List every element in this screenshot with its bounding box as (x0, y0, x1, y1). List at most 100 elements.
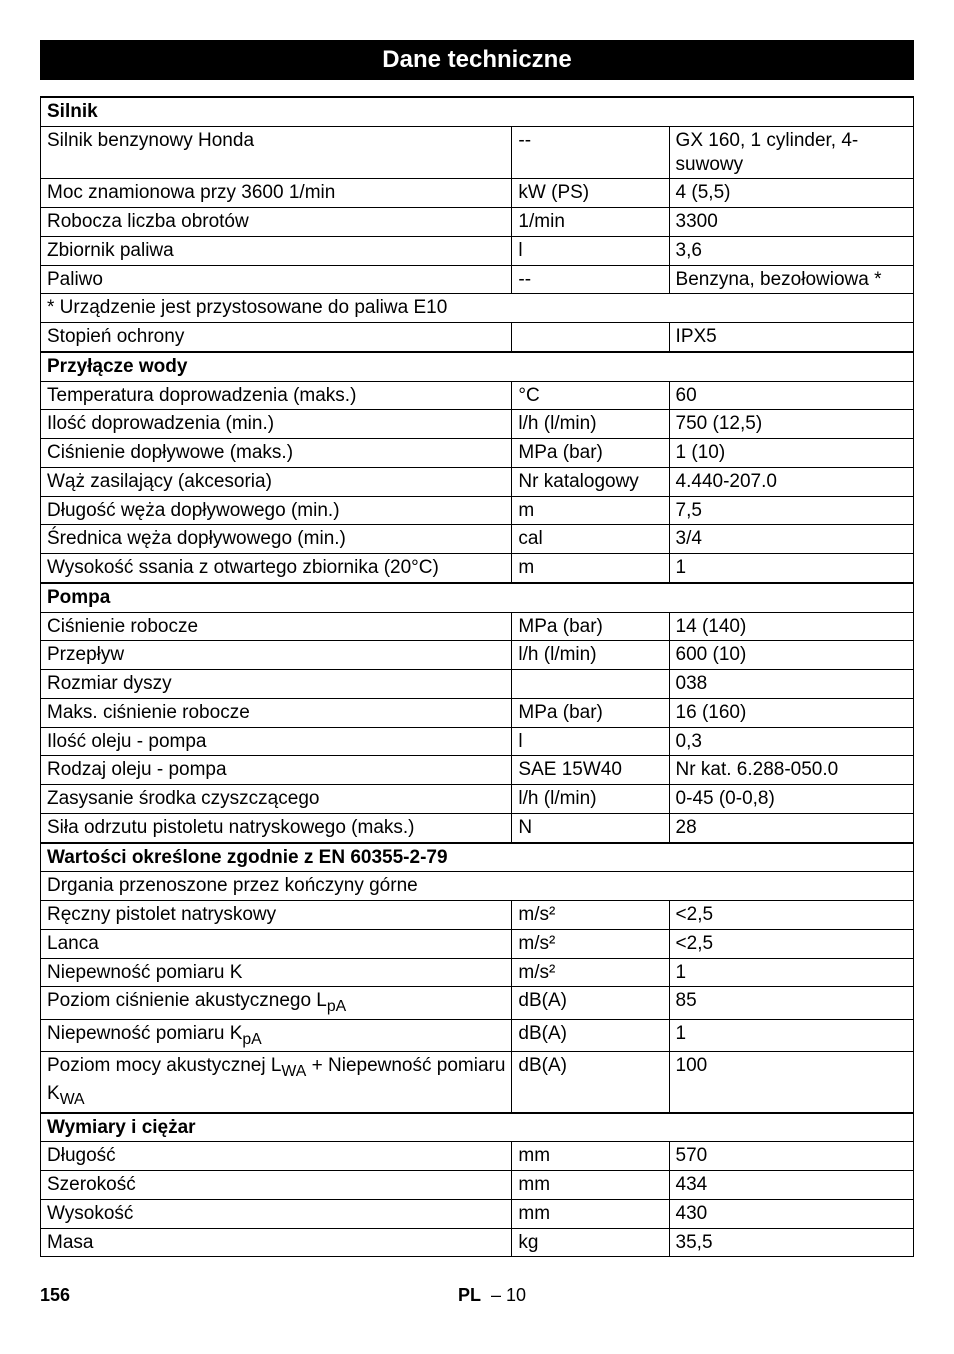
value-cell: 3300 (669, 208, 913, 237)
param-cell: Ciśnienie dopływowe (maks.) (41, 439, 512, 468)
param-cell: Maks. ciśnienie robocze (41, 698, 512, 727)
unit-cell: m/s² (512, 901, 669, 930)
value-cell: 0-45 (0-0,8) (669, 785, 913, 814)
param-cell: Ilość oleju - pompa (41, 727, 512, 756)
unit-cell: cal (512, 525, 669, 554)
value-cell: 600 (10) (669, 641, 913, 670)
param-cell: Robocza liczba obrotów (41, 208, 512, 237)
value-cell: <2,5 (669, 929, 913, 958)
param-cell: Ciśnienie robocze (41, 612, 512, 641)
value-cell: 16 (160) (669, 698, 913, 727)
unit-cell (512, 323, 669, 352)
section-header: Wymiary i ciężar (41, 1113, 914, 1142)
param-cell: Długość (41, 1142, 512, 1171)
value-cell: 1 (669, 1019, 913, 1052)
value-cell: GX 160, 1 cylinder, 4-suwowy (669, 126, 913, 179)
section-header: Silnik (41, 97, 914, 126)
value-cell: 1 (10) (669, 439, 913, 468)
value-cell: IPX5 (669, 323, 913, 352)
value-cell: 1 (669, 554, 913, 583)
param-cell: Silnik benzynowy Honda (41, 126, 512, 179)
param-cell: Poziom ciśnienie akustycznego LpA (41, 987, 512, 1020)
param-cell: Średnica węża dopływowego (min.) (41, 525, 512, 554)
unit-cell: m/s² (512, 929, 669, 958)
param-cell: Lanca (41, 929, 512, 958)
page-footer: 156 PL – 10 (40, 1285, 914, 1306)
unit-cell: kg (512, 1228, 669, 1257)
param-cell: Szerokość (41, 1171, 512, 1200)
unit-cell: mm (512, 1199, 669, 1228)
unit-cell: N (512, 813, 669, 842)
param-cell: Ręczny pistolet natryskowy (41, 901, 512, 930)
param-cell: Temperatura doprowadzenia (maks.) (41, 381, 512, 410)
unit-cell: MPa (bar) (512, 439, 669, 468)
value-cell: 038 (669, 670, 913, 699)
unit-cell: MPa (bar) (512, 612, 669, 641)
param-cell: Niepewność pomiaru K (41, 958, 512, 987)
section-header: Przyłącze wody (41, 352, 914, 381)
unit-cell: l/h (l/min) (512, 410, 669, 439)
value-cell: 1 (669, 958, 913, 987)
value-cell: 60 (669, 381, 913, 410)
value-cell: 0,3 (669, 727, 913, 756)
unit-cell: l/h (l/min) (512, 785, 669, 814)
spec-table: SilnikSilnik benzynowy Honda--GX 160, 1 … (40, 96, 914, 1257)
unit-cell: -- (512, 265, 669, 294)
section-header: Wartości określone zgodnie z EN 60355-2-… (41, 843, 914, 872)
unit-cell: l (512, 236, 669, 265)
param-cell: Stopień ochrony (41, 323, 512, 352)
unit-cell: °C (512, 381, 669, 410)
param-cell: Przepływ (41, 641, 512, 670)
param-cell: Rodzaj oleju - pompa (41, 756, 512, 785)
unit-cell: dB(A) (512, 1052, 669, 1113)
unit-cell: 1/min (512, 208, 669, 237)
value-cell: 100 (669, 1052, 913, 1113)
value-cell: 3/4 (669, 525, 913, 554)
unit-cell: dB(A) (512, 1019, 669, 1052)
param-cell: Paliwo (41, 265, 512, 294)
param-cell: Poziom mocy akustycznej LWA + Niepewność… (41, 1052, 512, 1113)
unit-cell: mm (512, 1142, 669, 1171)
unit-cell: mm (512, 1171, 669, 1200)
value-cell: 570 (669, 1142, 913, 1171)
param-cell: Ilość doprowadzenia (min.) (41, 410, 512, 439)
unit-cell: l (512, 727, 669, 756)
table-row-full: Drgania przenoszone przez kończyny górne (41, 872, 914, 901)
param-cell: Wysokość ssania z otwartego zbiornika (2… (41, 554, 512, 583)
page-number: 156 (40, 1285, 70, 1306)
unit-cell: m/s² (512, 958, 669, 987)
param-cell: Wąż zasilający (akcesoria) (41, 467, 512, 496)
value-cell: Nr kat. 6.288-050.0 (669, 756, 913, 785)
unit-cell: MPa (bar) (512, 698, 669, 727)
unit-cell: SAE 15W40 (512, 756, 669, 785)
unit-cell: dB(A) (512, 987, 669, 1020)
value-cell: 7,5 (669, 496, 913, 525)
value-cell: 4 (5,5) (669, 179, 913, 208)
param-cell: Masa (41, 1228, 512, 1257)
table-row-full: * Urządzenie jest przystosowane do paliw… (41, 294, 914, 323)
value-cell: <2,5 (669, 901, 913, 930)
unit-cell: kW (PS) (512, 179, 669, 208)
unit-cell: l/h (l/min) (512, 641, 669, 670)
value-cell: 35,5 (669, 1228, 913, 1257)
param-cell: Zbiornik paliwa (41, 236, 512, 265)
param-cell: Siła odrzutu pistoletu natryskowego (mak… (41, 813, 512, 842)
value-cell: 434 (669, 1171, 913, 1200)
unit-cell (512, 670, 669, 699)
page-title: Dane techniczne (40, 40, 914, 80)
unit-cell: m (512, 554, 669, 583)
param-cell: Długość węża dopływowego (min.) (41, 496, 512, 525)
param-cell: Niepewność pomiaru KpA (41, 1019, 512, 1052)
param-cell: Moc znamionowa przy 3600 1/min (41, 179, 512, 208)
param-cell: Wysokość (41, 1199, 512, 1228)
unit-cell: Nr katalogowy (512, 467, 669, 496)
value-cell: 14 (140) (669, 612, 913, 641)
value-cell: 85 (669, 987, 913, 1020)
param-cell: Zasysanie środka czyszczącego (41, 785, 512, 814)
unit-cell: -- (512, 126, 669, 179)
unit-cell: m (512, 496, 669, 525)
value-cell: 430 (669, 1199, 913, 1228)
param-cell: Rozmiar dyszy (41, 670, 512, 699)
value-cell: 28 (669, 813, 913, 842)
section-header: Pompa (41, 583, 914, 612)
